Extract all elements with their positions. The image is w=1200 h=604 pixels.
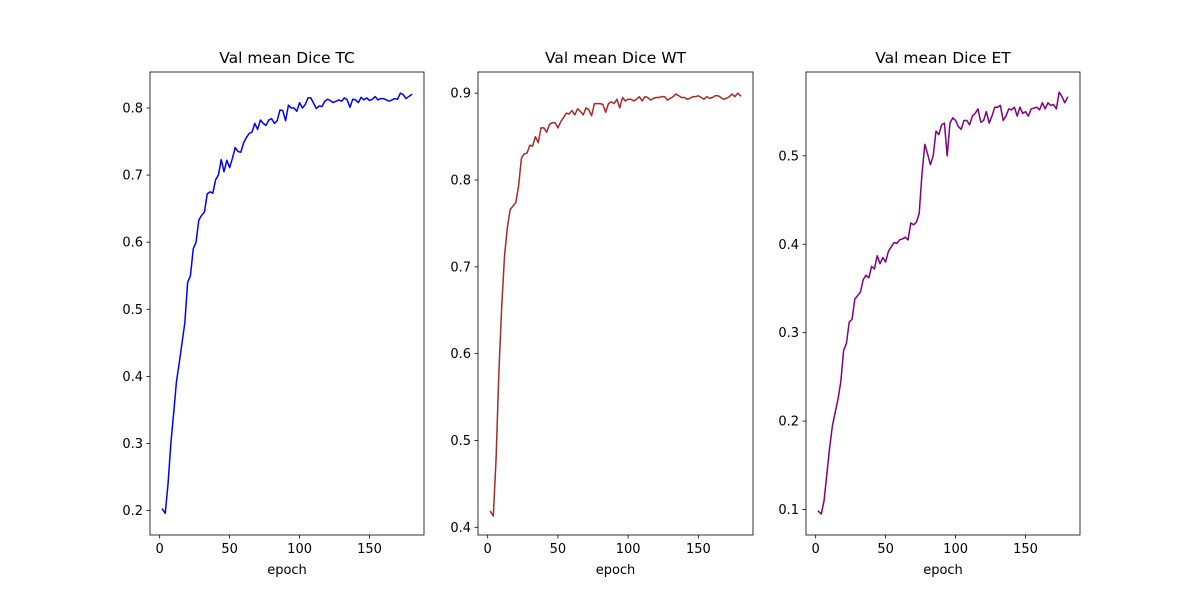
tc-xtick-label: 50	[221, 542, 238, 557]
wt-ytick-label: 0.9	[450, 87, 471, 102]
tc-ytick-label: 0.3	[122, 437, 143, 452]
tc-ytick-label: 0.2	[122, 504, 143, 519]
tc-x-axis-label: epoch	[267, 563, 307, 578]
tc-xtick-label: 100	[287, 542, 312, 557]
et-axes-frame	[805, 71, 1081, 536]
tc-ytick-label: 0.5	[122, 303, 143, 318]
chart-tc: 0 50 100 150 0.2 0.3 0.4 0.5 0.6 0.7 0.8 Val mean D…	[122, 49, 425, 578]
wt-ytick-label: 0.4	[450, 521, 471, 536]
et-ytick-label: 0.3	[778, 326, 799, 341]
tc-series-line-1	[161, 92, 413, 515]
wt-xtick-label: 50	[550, 542, 567, 557]
chart-wt: 0 50 100 150 0.4 0.5 0.6 0.7 0.8 0.9 Val mean Dice…	[450, 49, 754, 578]
et-xtick-label: 50	[877, 542, 894, 557]
et-chart-title: Val mean Dice ET	[875, 49, 1011, 67]
wt-ytick-label: 0.5	[450, 434, 471, 449]
tc-ytick-label: 0.8	[122, 101, 143, 116]
wt-xtick-label: 100	[616, 542, 641, 557]
et-xtick-label: 150	[1013, 542, 1038, 557]
wt-chart-title: Val mean Dice WT	[545, 49, 687, 67]
wt-series-line-1	[489, 92, 742, 517]
wt-axes-frame	[477, 71, 754, 536]
tc-ytick-label: 0.4	[122, 370, 143, 385]
et-x-axis-label: epoch	[923, 563, 963, 578]
tc-chart-title: Val mean Dice TC	[219, 49, 355, 67]
et-ytick-label: 0.2	[778, 415, 799, 430]
wt-x-axis-label: epoch	[596, 563, 636, 578]
wt-xtick-label: 0	[484, 542, 492, 557]
wt-xtick-label: 150	[686, 542, 711, 557]
et-xtick-label: 100	[943, 542, 968, 557]
tc-xtick-label: 150	[357, 542, 382, 557]
tc-xtick-label: 0	[156, 542, 164, 557]
tc-ytick-label: 0.7	[122, 169, 143, 184]
tc-axes-frame	[149, 71, 425, 536]
et-xtick-label: 0	[812, 542, 820, 557]
wt-ytick-label: 0.6	[450, 347, 471, 362]
et-ytick-label: 0.4	[778, 238, 799, 253]
tc-ytick-label: 0.6	[122, 236, 143, 251]
wt-ytick-label: 0.7	[450, 260, 471, 275]
et-series-line-1	[817, 91, 1069, 515]
wt-ytick-label: 0.8	[450, 174, 471, 189]
chart-et: 0 50 100 150 0.1 0.2 0.3 0.4 0.5 Val mean Dice ET…	[778, 49, 1081, 578]
et-ytick-label: 0.5	[778, 149, 799, 164]
et-ytick-label: 0.1	[778, 503, 799, 518]
